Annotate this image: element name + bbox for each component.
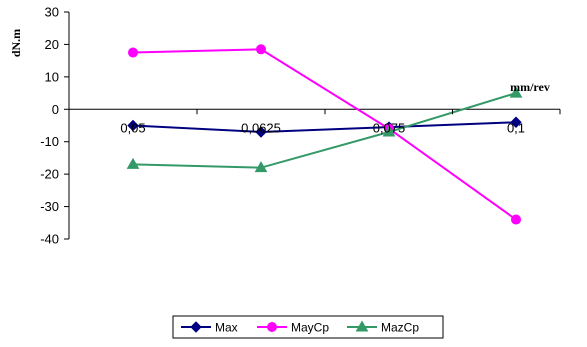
legend-marker-maycp — [267, 322, 277, 332]
data-point-maycp — [128, 47, 138, 58]
y-tick-label: 10 — [45, 69, 59, 84]
x-tick-labels: 0,05 0,0625 0,075 0,1 — [68, 109, 561, 135]
data-point-max — [127, 119, 139, 132]
series-line-max — [132, 121, 517, 133]
legend-item-mazcp: MazCp — [347, 321, 419, 335]
y-axis-label: dN.m — [9, 29, 23, 57]
chart-axes — [68, 12, 560, 239]
y-tick-label: 20 — [45, 37, 59, 52]
legend-item-maycp: MayCp — [257, 321, 329, 335]
legend-label-maycp: MayCp — [291, 321, 329, 335]
data-point-mazcp — [254, 161, 268, 173]
y-tick-label: -20 — [40, 167, 59, 182]
x-axis-label: mm/rev — [510, 80, 550, 94]
data-point-mazcp — [126, 157, 140, 169]
x-tick-label: 0,05 — [120, 120, 145, 135]
data-point-mazcp — [382, 125, 396, 137]
x-tick-label: 0,1 — [507, 120, 525, 135]
legend-marker-max — [190, 321, 202, 333]
y-tick-label: -10 — [40, 134, 59, 149]
y-tick-labels: 30 20 10 0 -10 -20 -30 -40 — [40, 5, 69, 247]
legend-label-max: Max — [215, 321, 238, 335]
legend-item-max: Max — [181, 321, 238, 335]
series-group — [126, 44, 523, 225]
legend-label-mazcp: MazCp — [381, 321, 419, 335]
legend: Max MayCp MazCp — [172, 315, 444, 339]
legend-marker-mazcp — [355, 320, 369, 332]
y-tick-label: -30 — [40, 199, 59, 214]
data-point-max — [510, 116, 522, 128]
y-tick-label: -40 — [40, 232, 59, 247]
data-point-mazcp — [509, 86, 523, 98]
x-tick-label: 0,0625 — [241, 120, 281, 135]
series-maycp — [128, 44, 521, 225]
legend-box — [172, 315, 444, 339]
data-point-maycp — [511, 214, 521, 225]
y-tick-label: 0 — [52, 102, 59, 117]
series-line-maycp — [132, 48, 517, 221]
x-tick-label: 0,075 — [373, 120, 406, 135]
y-tick-label: 30 — [45, 5, 59, 20]
series-max — [127, 116, 522, 138]
data-point-maycp — [256, 44, 266, 55]
data-point-max — [255, 126, 267, 138]
